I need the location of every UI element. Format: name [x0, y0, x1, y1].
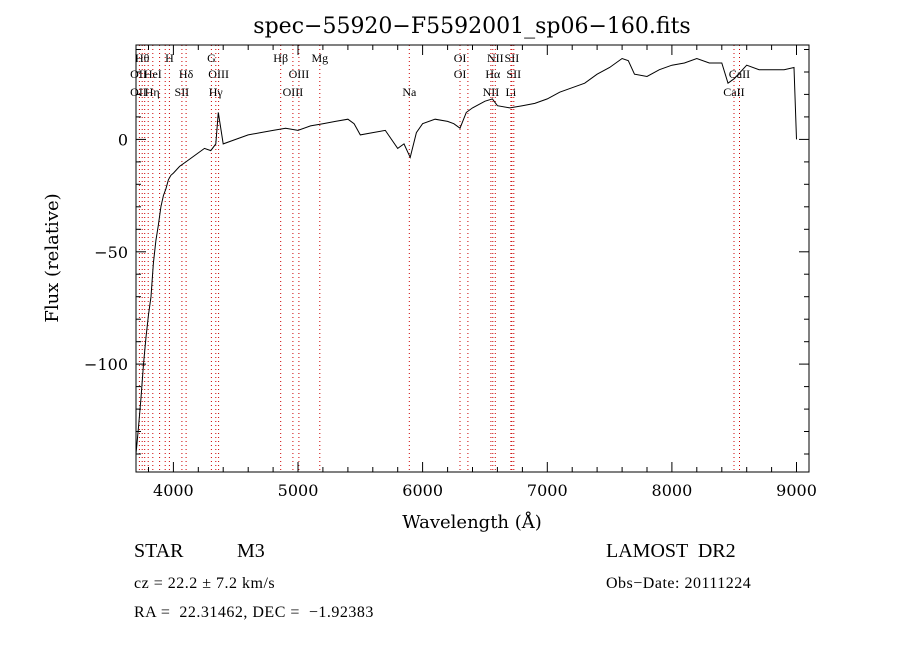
- spectral-line-label: Mg: [311, 51, 328, 65]
- y-axis-label: Flux (relative): [42, 193, 63, 322]
- spectral-line-label: Li: [506, 85, 517, 99]
- emission-line-markers: [138, 45, 740, 472]
- spectral-line-label: OII: [130, 85, 147, 99]
- tick-labels: 4000 5000 6000 7000 8000 9000 0 −50 −100: [84, 130, 817, 500]
- spectral-line-label: OIII: [208, 67, 229, 81]
- spectral-line-label: OI: [454, 67, 467, 81]
- spectral-line-label: HeI: [144, 67, 162, 81]
- spectral-line-labels: HθOIIOIIHeIHηHHδSIIGOIIIHγHβOIIIOIIIMgNa…: [130, 51, 750, 99]
- spectral-line-label: SII: [505, 51, 520, 65]
- spectral-line-label: Hβ: [273, 51, 288, 65]
- obs-date: Obs−Date: 20111224: [606, 575, 752, 592]
- x-axis-label: Wavelength (Å): [402, 511, 542, 533]
- axis-ticks: [136, 45, 809, 472]
- spectral-line-label: Na: [402, 85, 417, 99]
- y-tick-label: 0: [118, 130, 128, 149]
- x-tick-label: 5000: [278, 481, 319, 500]
- spectral-line-label: H: [165, 51, 174, 65]
- spectral-line-label: OI: [454, 51, 467, 65]
- spectral-line-label: SII: [506, 67, 521, 81]
- spectral-line-label: NII: [487, 51, 504, 65]
- spectral-line-label: Hγ: [209, 85, 224, 99]
- spectral-line-label: OIII: [289, 67, 310, 81]
- spectral-line-label: Hδ: [179, 67, 194, 81]
- spectral-line-label: CaII: [723, 85, 744, 99]
- x-tick-label: 7000: [527, 481, 568, 500]
- chart-title: spec−55920−F5592001_sp06−160.fits: [253, 14, 690, 39]
- coordinates: RA = 22.31462, DEC = −1.92383: [134, 604, 374, 621]
- spectral-line-label: SII: [175, 85, 190, 99]
- spectral-line-label: CaII: [729, 67, 750, 81]
- spectral-line-label: Hα: [485, 67, 501, 81]
- spectral-line-label: G: [207, 51, 216, 65]
- survey-name: LAMOST DR2: [606, 540, 736, 562]
- x-tick-label: 8000: [652, 481, 693, 500]
- spectral-line-label: Hη: [145, 85, 160, 99]
- x-tick-label: 9000: [776, 481, 817, 500]
- y-tick-label: −50: [94, 243, 128, 262]
- x-tick-label: 6000: [402, 481, 443, 500]
- flux-series: [135, 57, 797, 455]
- spectral-subclass: M3: [237, 540, 265, 562]
- spectral-line-label: Hθ: [135, 51, 150, 65]
- spectral-line-label: NII: [483, 85, 500, 99]
- object-type: STAR: [134, 540, 184, 562]
- y-tick-label: −100: [84, 355, 128, 374]
- x-tick-label: 4000: [153, 481, 194, 500]
- plot-frame: [135, 44, 810, 473]
- spectral-line-label: OIII: [283, 85, 304, 99]
- redshift-cz: cz = 22.2 ± 7.2 km/s: [134, 575, 276, 592]
- spectral-line-label: OII: [130, 67, 147, 81]
